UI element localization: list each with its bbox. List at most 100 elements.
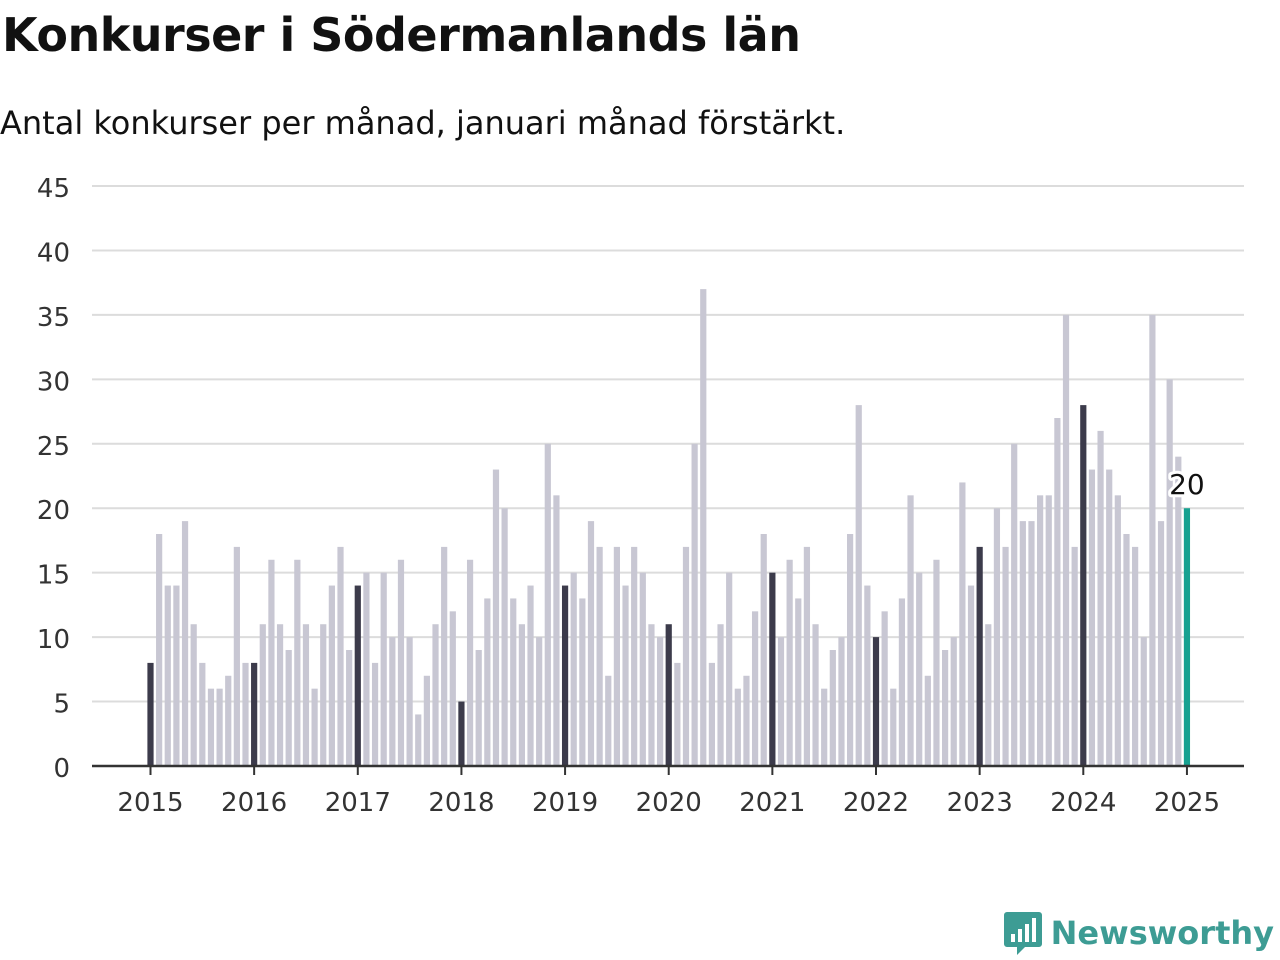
y-tick-label: 5 bbox=[53, 690, 70, 720]
bar bbox=[1149, 314, 1156, 766]
newsworthy-logo-icon bbox=[1003, 912, 1042, 955]
bar bbox=[622, 585, 629, 766]
bar bbox=[691, 443, 698, 766]
x-tick-label: 2017 bbox=[325, 788, 391, 818]
bar bbox=[898, 598, 906, 766]
bar bbox=[432, 624, 439, 766]
bar bbox=[760, 534, 767, 766]
bar bbox=[1132, 546, 1139, 766]
bar bbox=[812, 624, 819, 766]
chart-title: Konkurser i Södermanlands län bbox=[2, 8, 801, 62]
bar bbox=[156, 534, 163, 766]
bar bbox=[311, 688, 318, 766]
bar bbox=[536, 637, 543, 766]
bar bbox=[890, 688, 897, 766]
bar bbox=[1037, 495, 1044, 766]
x-tick-label: 2015 bbox=[117, 788, 183, 818]
bar bbox=[803, 546, 811, 766]
bar-january bbox=[976, 546, 983, 766]
bar bbox=[501, 508, 508, 766]
bar bbox=[846, 534, 854, 766]
bar bbox=[838, 637, 845, 766]
bar bbox=[1054, 418, 1061, 766]
bar bbox=[950, 637, 957, 766]
bar bbox=[207, 688, 215, 766]
bar bbox=[959, 482, 966, 766]
bar bbox=[302, 624, 310, 766]
x-tick-label: 2019 bbox=[532, 788, 598, 818]
bar bbox=[518, 624, 525, 766]
bar bbox=[415, 714, 422, 766]
x-tick-label: 2023 bbox=[947, 788, 1013, 818]
bar-january bbox=[872, 637, 880, 766]
bar bbox=[682, 546, 690, 766]
bar bbox=[743, 675, 750, 766]
bar bbox=[389, 637, 396, 766]
y-tick-label: 10 bbox=[37, 625, 70, 655]
bar bbox=[674, 662, 681, 766]
bar bbox=[1028, 521, 1035, 766]
bar-january bbox=[147, 662, 154, 766]
bar-january bbox=[1080, 405, 1087, 766]
bar bbox=[328, 585, 335, 766]
bar-january bbox=[354, 585, 361, 766]
bar bbox=[1019, 521, 1026, 766]
bar bbox=[544, 443, 551, 766]
bar bbox=[864, 585, 871, 766]
x-axis-labels: 2015 2016 2017 2018 2019 2020 2021 2022 2023 2024… bbox=[117, 766, 1220, 818]
y-tick-label: 0 bbox=[53, 754, 70, 784]
bar bbox=[371, 662, 379, 766]
bar bbox=[1140, 637, 1147, 766]
y-tick-label: 15 bbox=[37, 561, 70, 591]
bar bbox=[225, 675, 232, 766]
x-tick-label: 2022 bbox=[843, 788, 909, 818]
bar bbox=[233, 546, 240, 766]
grid-lines bbox=[92, 185, 1244, 703]
x-tick-label: 2021 bbox=[739, 788, 805, 818]
bar bbox=[829, 650, 836, 766]
bar bbox=[492, 469, 500, 766]
y-tick-label: 20 bbox=[37, 496, 70, 526]
bar bbox=[656, 637, 664, 766]
bar bbox=[1062, 314, 1070, 766]
bar bbox=[942, 650, 949, 766]
bar bbox=[821, 688, 828, 766]
bar bbox=[855, 405, 862, 766]
bar bbox=[570, 572, 577, 766]
bar bbox=[423, 675, 430, 766]
bar bbox=[1123, 534, 1130, 766]
x-tick-label: 2018 bbox=[428, 788, 494, 818]
bar-january bbox=[665, 624, 672, 766]
bar bbox=[985, 624, 992, 766]
latest-value-label: 20 bbox=[1169, 468, 1205, 501]
bar bbox=[1175, 456, 1182, 766]
brand-name: Newsworthy bbox=[1050, 914, 1274, 952]
x-tick-label: 2024 bbox=[1050, 788, 1116, 818]
bar bbox=[527, 585, 534, 766]
y-tick-label: 30 bbox=[37, 367, 70, 397]
bar bbox=[553, 495, 560, 766]
bar bbox=[708, 662, 716, 766]
bar bbox=[449, 611, 456, 766]
bar bbox=[587, 521, 595, 766]
bar bbox=[380, 572, 387, 766]
bar bbox=[1088, 469, 1096, 766]
bar bbox=[510, 598, 517, 766]
bar bbox=[1011, 443, 1018, 766]
bar bbox=[967, 585, 975, 766]
x-tick-label: 2025 bbox=[1154, 788, 1220, 818]
bar bbox=[717, 624, 724, 766]
bar bbox=[700, 289, 707, 766]
bar bbox=[397, 559, 405, 766]
bar bbox=[216, 688, 223, 766]
bar bbox=[786, 559, 793, 766]
bar bbox=[268, 559, 275, 766]
chart-subtitle: Antal konkurser per månad, januari månad… bbox=[0, 104, 846, 142]
bar bbox=[907, 495, 914, 766]
bar bbox=[363, 572, 370, 766]
bar bbox=[648, 624, 655, 766]
y-tick-label: 25 bbox=[37, 432, 70, 462]
bar bbox=[1097, 430, 1104, 766]
bar bbox=[596, 546, 603, 766]
bar-latest bbox=[1183, 508, 1191, 766]
